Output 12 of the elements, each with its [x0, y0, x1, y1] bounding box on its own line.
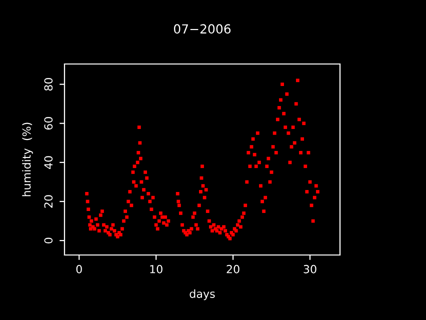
chart-title: 07−2006 — [174, 24, 231, 34]
x-tick-label: 30 — [304, 264, 316, 274]
x-tick-label: 0 — [76, 264, 82, 274]
y-tick-label: 60 — [44, 117, 53, 130]
y-tick-label: 40 — [44, 156, 53, 169]
x-tick-label: 20 — [226, 264, 240, 274]
y-tick-label: 20 — [44, 195, 53, 208]
y-tick-label: 80 — [44, 78, 53, 91]
x-tick-label: 10 — [150, 264, 162, 274]
x-axis-title: days — [190, 289, 215, 300]
y-axis-title: humidity (%) — [22, 122, 33, 196]
y-tick-label: 0 — [44, 238, 53, 244]
